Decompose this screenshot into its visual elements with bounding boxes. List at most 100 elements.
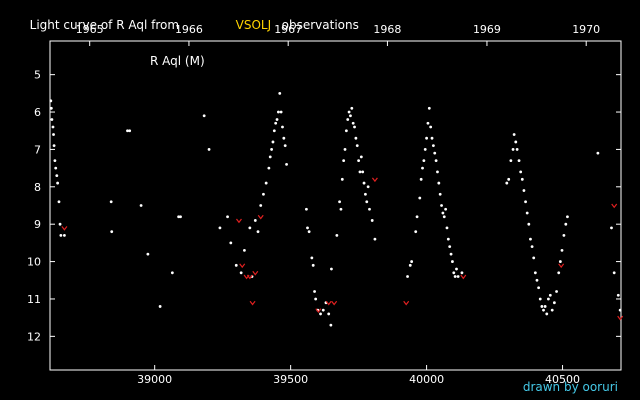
observation-point	[558, 260, 562, 263]
observation-point	[543, 305, 547, 308]
year-label: 1967	[274, 23, 302, 36]
observation-point	[359, 155, 363, 159]
upper-limit-marker	[371, 177, 378, 183]
upper-limit-marker	[315, 308, 322, 313]
observation-point	[355, 144, 359, 148]
y-tick-label: 11	[27, 293, 41, 306]
observation-point	[562, 234, 566, 237]
x-tick-label: 40500	[545, 373, 580, 386]
observation-point	[311, 263, 315, 267]
observation-point	[423, 148, 427, 151]
observation-point	[349, 114, 352, 118]
observation-point	[442, 215, 446, 219]
observation-point	[440, 204, 443, 207]
observation-point	[109, 200, 113, 204]
observation-point	[437, 181, 441, 185]
upper-limit-marker	[331, 300, 338, 306]
observation-point	[279, 110, 283, 114]
observation-point	[436, 170, 439, 174]
observation-point	[529, 237, 532, 241]
observation-point	[283, 144, 287, 148]
observation-point	[535, 278, 539, 282]
title-prefix: Light curve of R Aql from	[29, 18, 180, 32]
observation-point	[319, 312, 322, 316]
observation-point	[618, 308, 622, 312]
observation-point	[344, 129, 348, 133]
observation-point	[460, 271, 464, 275]
upper-limit-marker	[257, 214, 264, 220]
plot-frame	[49, 40, 622, 371]
observation-point	[507, 177, 511, 181]
observation-point	[354, 136, 358, 140]
observation-point	[146, 252, 150, 256]
observation-point	[427, 106, 431, 110]
observation-point	[306, 226, 309, 230]
observation-point	[63, 234, 66, 237]
observation-point	[456, 275, 460, 278]
observation-point	[453, 275, 457, 278]
observation-point	[339, 207, 343, 211]
observation-point	[410, 260, 414, 263]
upper-limit-marker	[611, 203, 618, 209]
upper-limit-marker	[246, 274, 253, 280]
observation-point	[365, 200, 369, 204]
observation-point	[239, 271, 243, 275]
observation-point	[548, 293, 552, 297]
upper-limit-marker	[61, 226, 68, 231]
observation-point	[59, 234, 63, 237]
observation-point	[52, 133, 55, 136]
observation-point	[281, 125, 284, 129]
observation-point	[314, 297, 318, 301]
observation-point	[415, 215, 419, 219]
upper-limit-marker	[403, 300, 410, 306]
year-label: 1968	[373, 23, 401, 36]
observation-point	[517, 159, 521, 163]
observation-point	[451, 260, 454, 263]
observation-point	[179, 215, 182, 219]
observation-point	[55, 174, 59, 177]
observation-point	[53, 159, 57, 163]
observation-point	[364, 192, 367, 196]
observation-point	[51, 125, 55, 129]
observation-point	[126, 129, 129, 133]
observation-point	[353, 125, 356, 129]
observation-point	[616, 293, 620, 297]
observation-point	[538, 297, 542, 301]
y-tick-label: 5	[34, 69, 41, 82]
observation-point	[455, 267, 458, 271]
observation-point	[346, 118, 350, 121]
observation-point	[54, 166, 58, 170]
observation-point	[537, 286, 541, 290]
observation-point	[330, 267, 333, 271]
observation-point	[264, 181, 268, 185]
year-label: 1966	[175, 23, 203, 36]
observation-point	[527, 222, 531, 226]
observation-point	[373, 237, 377, 241]
observation-point	[515, 148, 519, 151]
observation-point	[370, 219, 374, 222]
observation-point	[362, 181, 366, 185]
observation-point	[268, 155, 272, 159]
observation-point	[557, 271, 561, 275]
observation-point	[430, 136, 434, 140]
observation-point	[552, 301, 556, 305]
observation-point	[511, 148, 515, 151]
observation-point	[282, 136, 286, 140]
observation-point	[425, 136, 428, 140]
observation-point	[229, 241, 233, 245]
observation-point	[366, 185, 370, 189]
observation-point	[307, 230, 311, 234]
observation-point	[520, 177, 524, 181]
observation-point	[525, 211, 529, 215]
y-tick-label: 9	[34, 218, 41, 231]
upper-limit-marker	[325, 300, 332, 306]
observation-point	[243, 248, 246, 252]
observation-point	[234, 263, 238, 267]
observation-point	[340, 177, 344, 181]
observation-point	[56, 181, 60, 185]
observation-point	[446, 237, 450, 241]
observation-point	[519, 170, 523, 174]
x-tick-label: 39500	[273, 373, 308, 386]
x-tick-label: 39000	[137, 373, 172, 386]
observation-point	[524, 200, 527, 204]
